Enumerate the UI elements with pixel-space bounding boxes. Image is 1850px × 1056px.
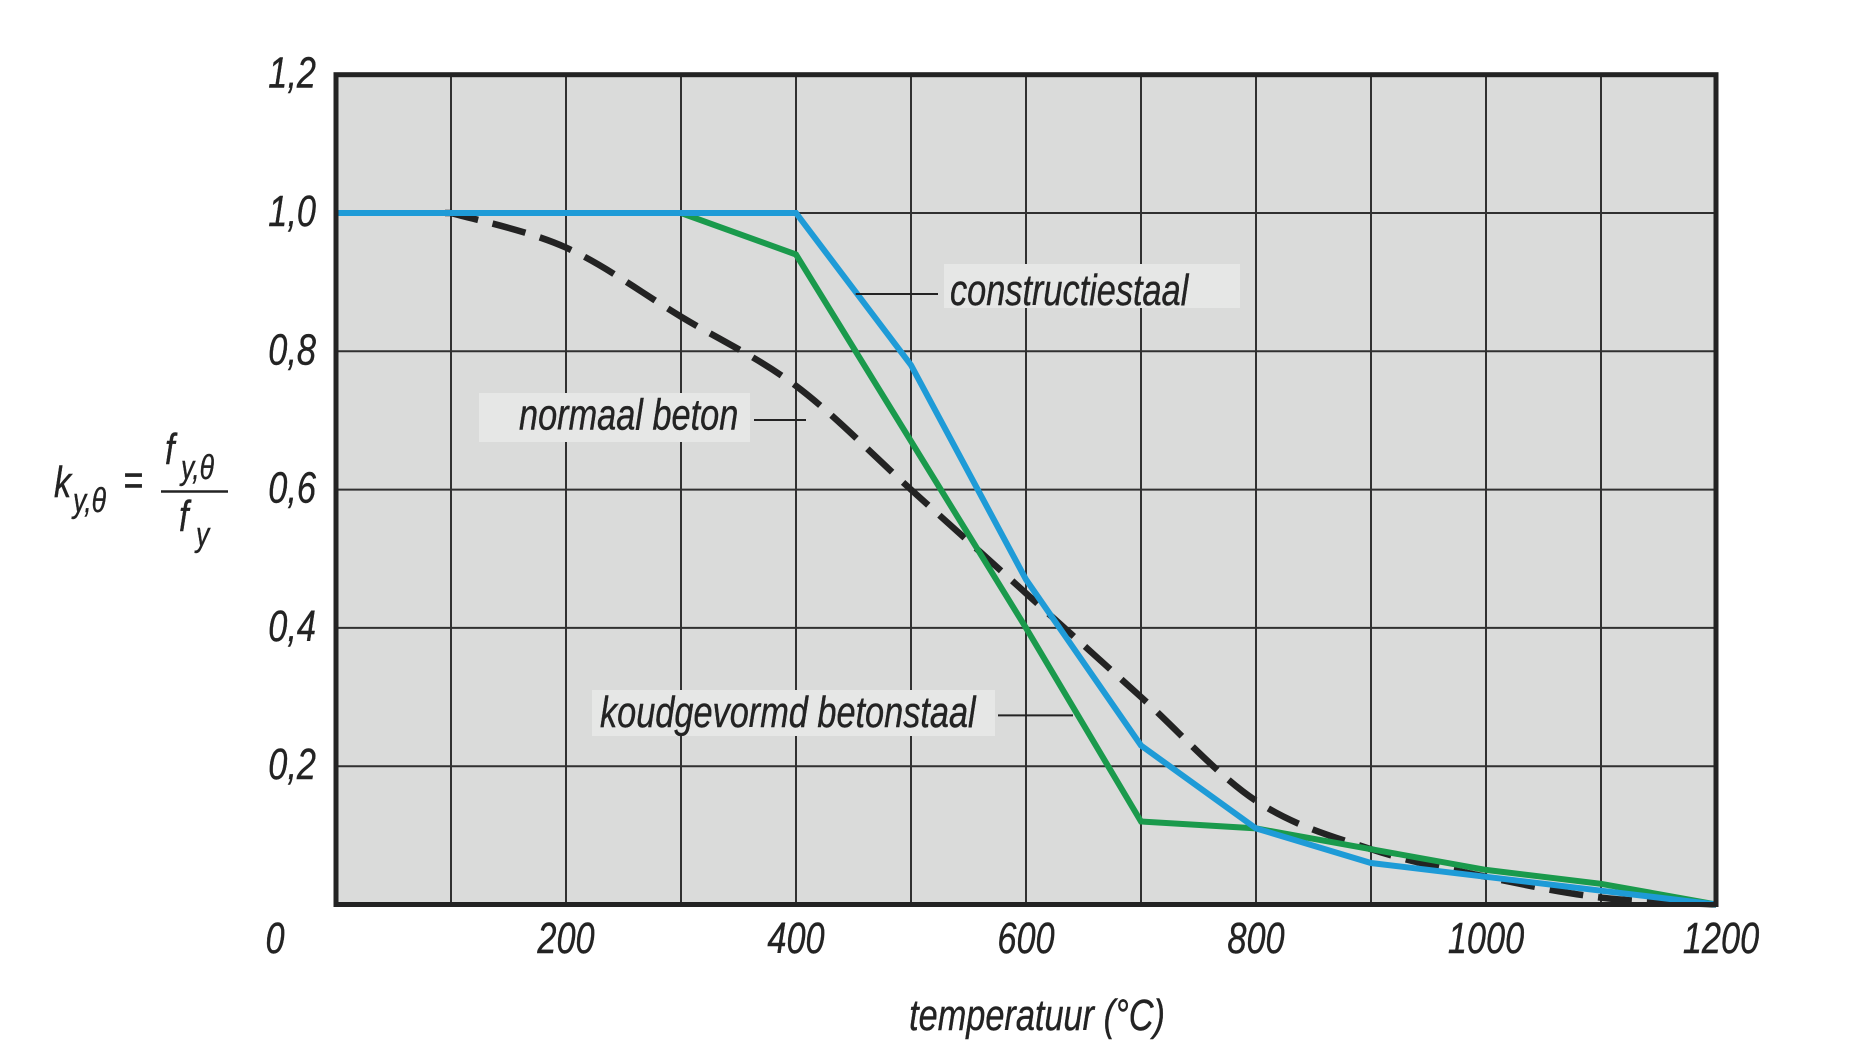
- svg-text:f: f: [179, 492, 192, 541]
- svg-text:=: =: [123, 456, 143, 505]
- svg-text:normaal beton: normaal beton: [519, 390, 738, 439]
- svg-text:0,6: 0,6: [268, 464, 316, 513]
- svg-text:0: 0: [265, 914, 284, 963]
- svg-text:constructiestaal: constructiestaal: [950, 266, 1189, 315]
- svg-text:200: 200: [537, 914, 595, 963]
- svg-text:1,2: 1,2: [268, 49, 316, 98]
- svg-text:0,8: 0,8: [268, 325, 316, 374]
- svg-text:0,2: 0,2: [268, 740, 316, 789]
- svg-text:f: f: [165, 425, 178, 474]
- svg-text:y,θ: y,θ: [179, 449, 214, 487]
- svg-text:800: 800: [1227, 914, 1284, 963]
- svg-text:400: 400: [767, 914, 824, 963]
- svg-text:1000: 1000: [1448, 914, 1524, 963]
- svg-text:y,θ: y,θ: [71, 482, 106, 520]
- svg-text:0,4: 0,4: [268, 602, 316, 651]
- svg-text:600: 600: [997, 914, 1054, 963]
- svg-text:k: k: [54, 458, 73, 507]
- svg-text:1200: 1200: [1683, 914, 1759, 963]
- svg-text:1,0: 1,0: [268, 187, 316, 236]
- svg-text:koudgevormd betonstaal: koudgevormd betonstaal: [600, 688, 977, 737]
- svg-text:y: y: [194, 516, 211, 554]
- svg-text:temperatuur (°C): temperatuur (°C): [909, 991, 1165, 1040]
